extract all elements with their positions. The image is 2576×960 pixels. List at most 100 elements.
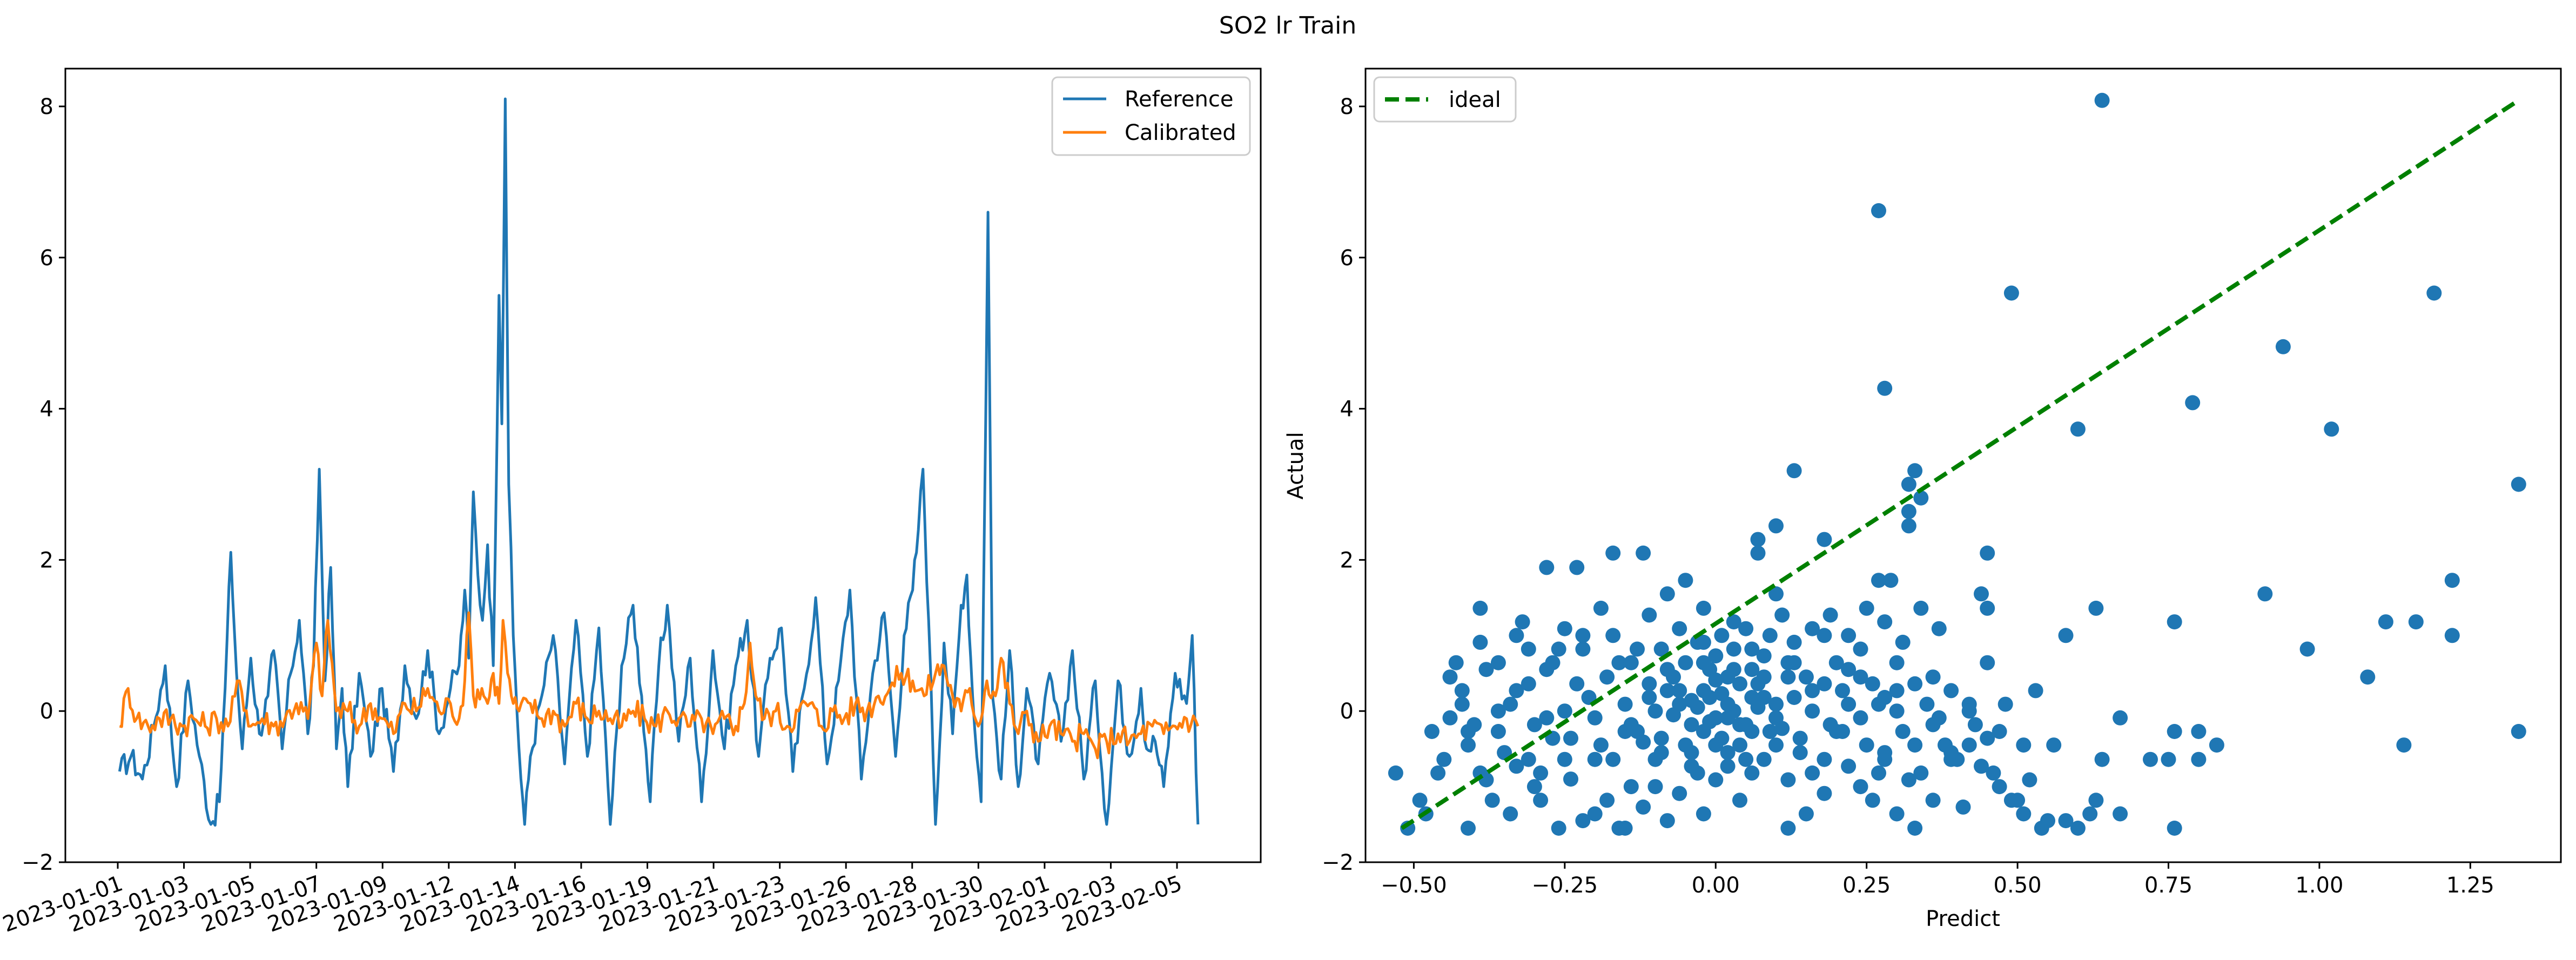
scatter-point	[2167, 724, 2182, 739]
scatter-point	[2058, 813, 2074, 829]
scatter-point	[1714, 628, 1730, 643]
scatter-point	[1653, 641, 1669, 657]
scatter-point	[1720, 745, 1736, 761]
scatter-point	[1901, 772, 1916, 788]
scatter-point	[1684, 745, 1699, 761]
scatter-point	[1503, 806, 1518, 822]
x-axis-label: Predict	[1926, 907, 2000, 931]
scatter-point	[1919, 696, 1935, 712]
scatter-point	[1762, 628, 1778, 643]
scatter-point	[2040, 813, 2055, 829]
scatter-point	[1708, 648, 1724, 664]
scatter-point	[1744, 690, 1760, 705]
scatter-point	[1461, 737, 1476, 753]
scatter-point	[1774, 607, 1790, 623]
scatter-point	[1786, 463, 1802, 479]
scatter-point	[1865, 676, 1880, 692]
scatter-point	[2408, 614, 2424, 630]
scatter-point	[2143, 751, 2158, 767]
scatter-point	[1943, 683, 1959, 699]
scatter-point	[1424, 724, 1440, 739]
scatter-point	[1925, 669, 1941, 685]
scatter-point	[1738, 621, 1754, 636]
right-x-axis: −0.50 −0.25 0.00 0.25 0.50 0.75 1.00 1.25	[1381, 862, 2494, 898]
scatter-point	[1539, 662, 1555, 677]
scatter-point	[1792, 745, 1808, 761]
scatter-point	[1895, 724, 1911, 739]
scatter-point	[1726, 662, 1741, 677]
scatter-point	[1647, 703, 1663, 719]
scatter-point	[1472, 634, 1488, 650]
time-series-panel: −2 0 2 4 6 8 2023-01-012023-01-032023-01-0520…	[0, 68, 1262, 937]
scatter-point	[1515, 614, 1530, 630]
scatter-point	[1636, 545, 1651, 561]
scatter-point	[1871, 203, 1886, 218]
left-y-axis: −2 0 2 4 6 8	[22, 95, 65, 875]
y-tick-label: 8	[1340, 95, 1354, 119]
scatter-point	[1696, 724, 1711, 739]
scatter-point	[1575, 628, 1591, 643]
scatter-point	[1883, 573, 1899, 588]
left-legend: Reference Calibrated	[1051, 76, 1251, 156]
scatter-point	[1509, 628, 1524, 643]
scatter-point	[1521, 676, 1536, 692]
scatter-point	[1986, 765, 2001, 781]
scatter-point	[1708, 737, 1724, 753]
scatter-point	[1859, 600, 1874, 616]
scatter-point	[1412, 793, 1428, 808]
scatter-point	[1877, 751, 1893, 767]
scatter-point	[1714, 686, 1730, 701]
series-line-calibrated	[119, 611, 1200, 760]
y-tick-label: 0	[1340, 699, 1354, 724]
scatter-point	[1877, 690, 1893, 705]
scatter-point	[2003, 285, 2019, 301]
scatter-point	[1750, 545, 1766, 561]
scatter-point	[1593, 600, 1609, 616]
scatter-point	[1563, 730, 1578, 746]
scatter-point	[1551, 821, 1566, 836]
scatter-point	[1430, 765, 1446, 781]
scatter-point	[1636, 799, 1651, 815]
scatter-point	[1961, 737, 1977, 753]
scatter-point	[1961, 703, 1977, 719]
scatter-point	[1907, 737, 1923, 753]
scatter-point	[2022, 772, 2037, 788]
scatter-point	[1672, 621, 1687, 636]
scatter-point	[1889, 655, 1905, 670]
scatter-point	[1472, 600, 1488, 616]
scatter-point	[1877, 380, 1893, 396]
scatter-point	[1653, 730, 1669, 746]
x-tick-label: −0.50	[1381, 873, 1447, 898]
scatter-point	[2167, 821, 2182, 836]
scatter-point	[1557, 621, 1572, 636]
scatter-point	[2094, 92, 2110, 108]
scatter-point	[1828, 655, 1844, 670]
scatter-point	[2426, 285, 2442, 301]
scatter-point	[1786, 634, 1802, 650]
scatter-point	[2396, 737, 2412, 753]
scatter-point	[2511, 476, 2526, 492]
scatter-point	[1569, 676, 1585, 692]
scatter-point	[1684, 758, 1699, 774]
scatter-point	[2046, 737, 2062, 753]
scatter-point	[1835, 683, 1850, 699]
scatter-point	[1659, 683, 1675, 699]
scatter-point	[1623, 655, 1639, 670]
scatter-point	[1859, 737, 1874, 753]
scatter-point	[1696, 683, 1711, 699]
y-tick-label: 6	[1340, 246, 1354, 271]
scatter-point	[1557, 703, 1572, 719]
scatter-point	[1599, 793, 1615, 808]
scatter-point	[1980, 655, 1995, 670]
scatter-point	[1889, 683, 1905, 699]
scatter-point	[1853, 669, 1868, 685]
scatter-point	[2088, 793, 2104, 808]
scatter-point	[1720, 710, 1736, 726]
scatter-point	[1484, 793, 1500, 808]
scatter-point	[1841, 662, 1857, 677]
scatter-point	[1539, 560, 1555, 575]
scatter-point	[1780, 772, 1796, 788]
scatter-panel: −2 0 2 4 6 8 −0.50 −0.25 0.00 0.25 0.50 0.75 1.00 1.…	[1283, 68, 2562, 931]
scatter-point	[1768, 518, 1784, 534]
scatter-point	[2094, 751, 2110, 767]
